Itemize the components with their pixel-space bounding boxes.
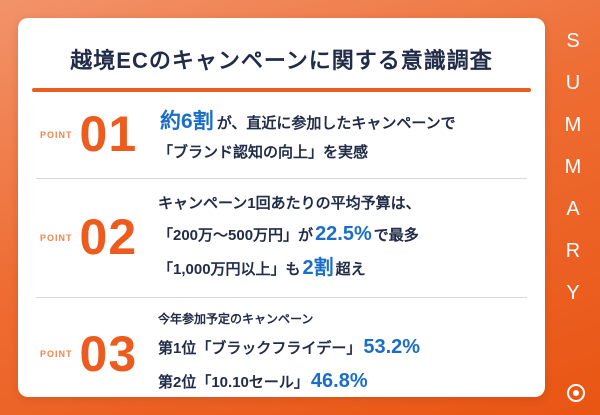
point-word: POINT (40, 233, 73, 244)
point-text-line: 約6割 が、直近に参加したキャンペーンで (158, 104, 529, 140)
text-segment: 超え (335, 261, 366, 279)
point-2-label: POINT 02 (40, 209, 158, 266)
point-3-text: 今年参加予定のキャンペーン 第1位「ブラックフライデー」 53.2% 第2位「10… (158, 310, 529, 397)
text-segment: キャンペーン1回あたりの平均予算は、 (158, 194, 421, 212)
points-list: POINT 01 約6割 が、直近に参加したキャンペーンで 「ブランド認知の向上」… (34, 94, 529, 397)
text-segment: 第2位「10.10セール」 (158, 374, 309, 392)
point-number: 02 (79, 209, 138, 266)
text-segment: が、直近に参加したキャンペーンで (216, 115, 456, 132)
point-text-line: 「200万〜500万円」が 22.5% で最多 (158, 217, 529, 251)
point-text-line: 「1,000万円以上」も 2割 超え (158, 251, 529, 285)
target-icon (567, 384, 585, 402)
highlight-value: 22.5% (315, 222, 372, 245)
point-number: 01 (79, 106, 138, 163)
point-text-line: 第1位「ブラックフライデー」 53.2% (158, 330, 529, 364)
highlight-value: 53.2% (363, 335, 421, 358)
summary-label: SUMMARY (562, 30, 584, 324)
point-row-1: POINT 01 約6割 が、直近に参加したキャンペーンで 「ブランド認知の向上」… (34, 94, 529, 176)
text-segment: で最多 (373, 226, 419, 244)
text-segment: 「200万〜500万円」が (158, 226, 314, 244)
target-icon-dot (573, 390, 579, 396)
title-underline (32, 88, 531, 92)
highlight-value: 2割 (302, 257, 334, 280)
point-1-text: 約6割 が、直近に参加したキャンペーンで 「ブランド認知の向上」を実感 (158, 104, 529, 166)
summary-card: 越境ECのキャンペーンに関する意識調査 POINT 01 約6割 が、直近に参加し… (18, 18, 545, 397)
point-text-line: キャンペーン1回あたりの平均予算は、 (158, 191, 529, 217)
point-word: POINT (40, 349, 73, 360)
highlight-value: 約6割 (160, 110, 214, 133)
divider (36, 297, 527, 299)
point-row-2: POINT 02 キャンペーン1回あたりの平均予算は、 「200万〜500万円」… (34, 181, 529, 296)
point-note-line: 今年参加予定のキャンペーン (158, 310, 529, 329)
point-number: 03 (79, 325, 138, 382)
divider (36, 177, 527, 179)
point-2-text: キャンペーン1回あたりの平均予算は、 「200万〜500万円」が 22.5% で最多… (158, 191, 529, 286)
point-text-line: 「ブランド認知の向上」を実感 (158, 140, 529, 166)
point-row-3: POINT 03 今年参加予定のキャンペーン 第1位「ブラックフライデー」 53.… (34, 300, 529, 397)
point-3-label: POINT 03 (40, 325, 158, 382)
highlight-value: 46.8% (310, 370, 368, 393)
point-text-line: 第2位「10.10セール」 46.8% (158, 364, 529, 397)
page-title: 越境ECのキャンペーンに関する意識調査 (70, 48, 493, 73)
text-segment: 「ブランド認知の向上」を実感 (158, 144, 369, 162)
point-1-label: POINT 01 (40, 106, 158, 163)
summary-sidebar: SUMMARY (545, 0, 600, 415)
text-segment: 「1,000万円以上」も (158, 261, 301, 279)
text-segment: 今年参加予定のキャンペーン (158, 312, 314, 327)
point-word: POINT (40, 129, 73, 140)
text-segment: 第1位「ブラックフライデー」 (158, 339, 362, 357)
